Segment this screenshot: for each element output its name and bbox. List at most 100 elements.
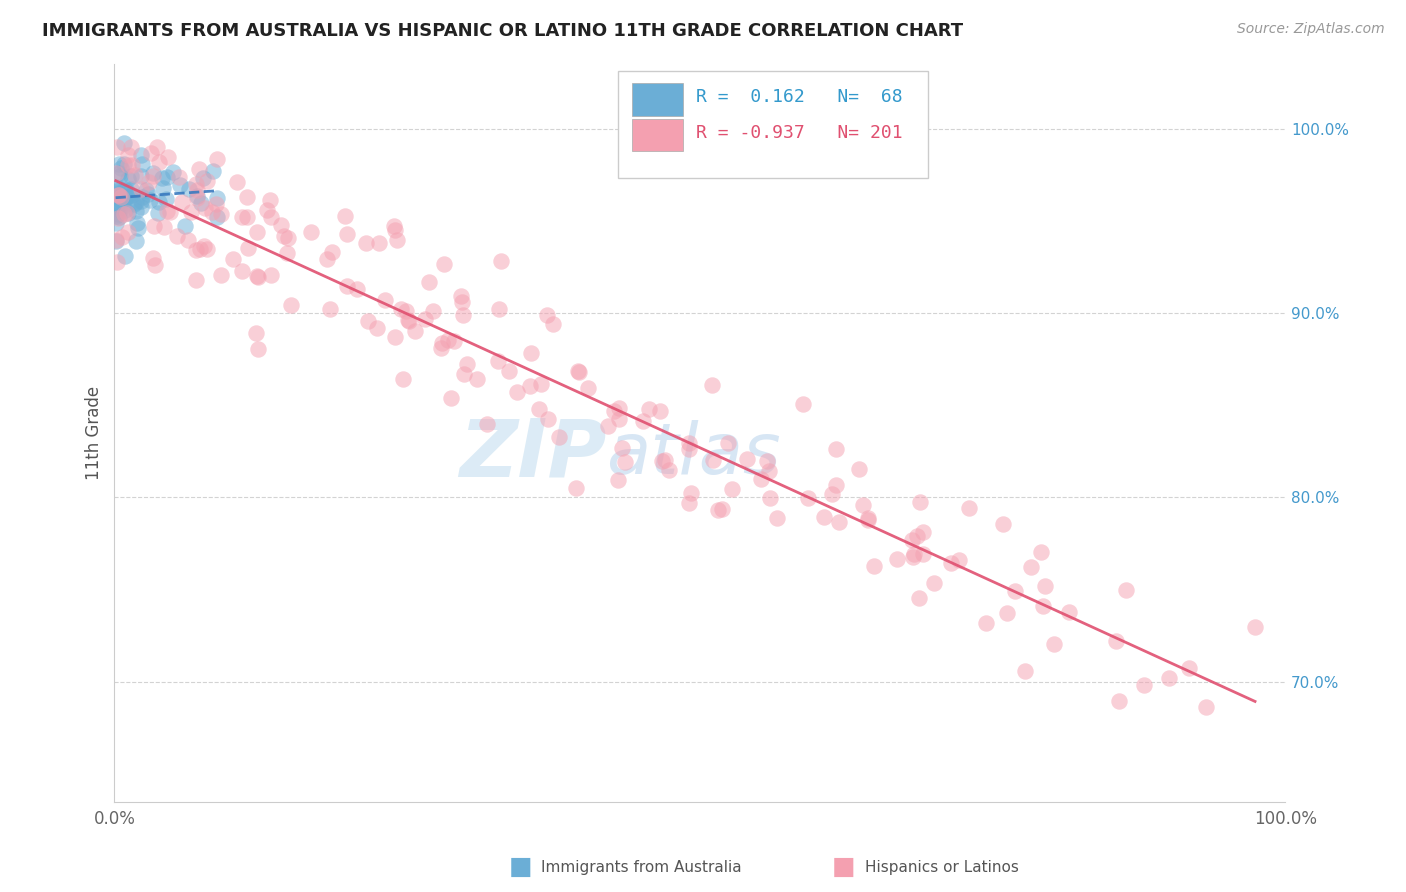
Point [131, 200, 153, 214]
Text: Immigrants from Australia: Immigrants from Australia [541, 860, 742, 874]
Point [156, 204, 179, 219]
Point [169, 178, 191, 192]
Text: IMMIGRANTS FROM AUSTRALIA VS HISPANIC OR LATINO 11TH GRADE CORRELATION CHART: IMMIGRANTS FROM AUSTRALIA VS HISPANIC OR… [42, 22, 963, 40]
Point [117, 184, 139, 198]
Point [276, 245, 298, 260]
Point [117, 158, 139, 172]
Point [105, 140, 128, 154]
Point [114, 157, 136, 171]
Point [1104, 633, 1126, 648]
Point [104, 216, 127, 230]
Point [120, 182, 142, 196]
Point [112, 185, 135, 199]
Point [813, 510, 835, 524]
Point [222, 252, 245, 267]
Point [148, 194, 170, 209]
Text: ■: ■ [509, 855, 531, 879]
Point [1108, 694, 1130, 708]
Point [678, 496, 700, 510]
Point [247, 342, 270, 356]
Point [607, 473, 630, 487]
Point [385, 233, 408, 247]
Point [356, 236, 378, 251]
Point [451, 309, 474, 323]
Text: ZIP: ZIP [458, 416, 606, 494]
Point [900, 533, 922, 547]
Point [121, 158, 143, 172]
Point [488, 301, 510, 316]
Point [246, 269, 269, 284]
Point [110, 169, 132, 183]
Point [125, 204, 148, 219]
Point [607, 412, 630, 426]
Point [903, 547, 925, 561]
Point [568, 365, 591, 379]
Point [277, 231, 299, 245]
Point [124, 234, 146, 248]
Point [108, 198, 131, 212]
Point [702, 378, 724, 392]
Point [1014, 665, 1036, 679]
Point [131, 190, 153, 204]
Point [429, 342, 451, 356]
Point [195, 174, 218, 188]
Point [825, 442, 848, 456]
Point [758, 464, 780, 478]
Point [453, 367, 475, 381]
Point [749, 472, 772, 486]
Point [565, 481, 588, 495]
Point [105, 255, 128, 269]
Point [567, 363, 589, 377]
Point [610, 441, 633, 455]
Point [127, 216, 149, 230]
Point [260, 210, 283, 224]
Point [367, 235, 389, 250]
Point [108, 157, 131, 171]
Point [433, 257, 456, 271]
Point [638, 401, 661, 416]
Point [1244, 620, 1267, 634]
Point [863, 559, 886, 574]
Point [107, 188, 129, 202]
Point [796, 491, 818, 506]
Point [792, 397, 814, 411]
Point [530, 377, 553, 392]
Point [321, 244, 343, 259]
Text: R = -0.937   N= 201: R = -0.937 N= 201 [696, 124, 903, 142]
Point [907, 591, 929, 606]
Point [125, 195, 148, 210]
Point [357, 314, 380, 328]
Point [236, 241, 259, 255]
Point [1178, 661, 1201, 675]
Point [112, 192, 135, 206]
Point [205, 197, 228, 211]
Point [138, 175, 160, 189]
Point [856, 513, 879, 527]
Point [117, 205, 139, 219]
Point [110, 190, 132, 204]
Point [129, 169, 152, 183]
Point [120, 169, 142, 183]
Point [273, 229, 295, 244]
Point [541, 317, 564, 331]
Point [107, 211, 129, 225]
Point [141, 145, 163, 160]
Point [654, 452, 676, 467]
Point [110, 230, 132, 244]
Point [108, 166, 131, 180]
Point [120, 140, 142, 154]
Point [758, 491, 780, 505]
Point [129, 148, 152, 162]
Point [603, 404, 626, 418]
Point [110, 201, 132, 215]
Point [398, 314, 420, 328]
Point [443, 334, 465, 348]
Point [155, 192, 177, 206]
Point [765, 511, 787, 525]
FancyBboxPatch shape [631, 83, 683, 116]
Point [1195, 700, 1218, 714]
Point [607, 401, 630, 416]
Y-axis label: 11th Grade: 11th Grade [86, 385, 103, 480]
Point [177, 233, 200, 247]
Point [173, 219, 195, 233]
